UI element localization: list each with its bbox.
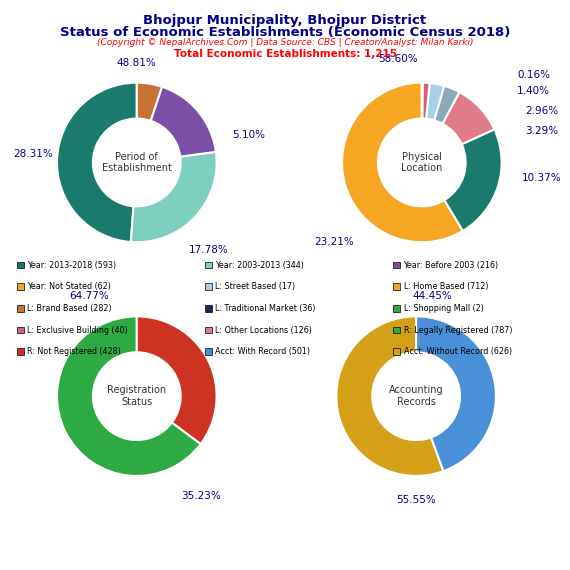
Text: 1.40%: 1.40% <box>517 86 550 96</box>
Wedge shape <box>416 316 496 471</box>
Text: Physical
Location: Physical Location <box>401 152 442 173</box>
Wedge shape <box>336 316 443 476</box>
Text: L: Home Based (712): L: Home Based (712) <box>404 282 488 291</box>
Text: 64.77%: 64.77% <box>69 291 109 302</box>
Text: 58.60%: 58.60% <box>378 54 418 64</box>
Text: 3.29%: 3.29% <box>525 125 558 136</box>
Text: 35.23%: 35.23% <box>181 491 221 501</box>
Text: Year: Not Stated (62): Year: Not Stated (62) <box>27 282 111 291</box>
Text: Accounting
Records: Accounting Records <box>389 385 443 407</box>
Wedge shape <box>342 83 463 242</box>
Text: Registration
Status: Registration Status <box>107 385 166 407</box>
Text: Period of
Establishment: Period of Establishment <box>102 152 172 173</box>
Wedge shape <box>442 92 494 144</box>
Text: 48.81%: 48.81% <box>117 58 157 68</box>
Text: 17.78%: 17.78% <box>189 245 229 255</box>
Text: 10.37%: 10.37% <box>522 173 561 184</box>
Text: Status of Economic Establishments (Economic Census 2018): Status of Economic Establishments (Econo… <box>60 26 510 39</box>
Text: (Copyright © NepalArchives.Com | Data Source: CBS | Creator/Analyst: Milan Karki: (Copyright © NepalArchives.Com | Data So… <box>97 38 473 47</box>
Wedge shape <box>57 83 137 242</box>
Wedge shape <box>434 86 459 124</box>
Text: Acct: Without Record (626): Acct: Without Record (626) <box>404 347 512 356</box>
Text: L: Traditional Market (36): L: Traditional Market (36) <box>215 304 316 313</box>
Text: R: Legally Registered (787): R: Legally Registered (787) <box>404 325 512 335</box>
Text: Bhojpur Municipality, Bhojpur District: Bhojpur Municipality, Bhojpur District <box>144 14 426 27</box>
Text: L: Shopping Mall (2): L: Shopping Mall (2) <box>404 304 483 313</box>
Text: L: Exclusive Building (40): L: Exclusive Building (40) <box>27 325 128 335</box>
Text: 28.31%: 28.31% <box>13 149 53 160</box>
Text: 44.45%: 44.45% <box>412 291 452 302</box>
Wedge shape <box>422 83 430 119</box>
Text: 23.21%: 23.21% <box>314 237 354 247</box>
Text: 2.96%: 2.96% <box>525 105 558 116</box>
Text: R: Not Registered (428): R: Not Registered (428) <box>27 347 121 356</box>
Text: 55.55%: 55.55% <box>396 495 436 505</box>
Text: L: Street Based (17): L: Street Based (17) <box>215 282 296 291</box>
Wedge shape <box>150 87 216 157</box>
Text: L: Brand Based (282): L: Brand Based (282) <box>27 304 112 313</box>
Wedge shape <box>57 316 201 476</box>
Text: 5.10%: 5.10% <box>232 129 265 140</box>
Text: Year: Before 2003 (216): Year: Before 2003 (216) <box>404 260 499 270</box>
Text: L: Other Locations (126): L: Other Locations (126) <box>215 325 312 335</box>
Wedge shape <box>137 316 217 444</box>
Text: Year: 2003-2013 (344): Year: 2003-2013 (344) <box>215 260 304 270</box>
Wedge shape <box>137 83 162 121</box>
Wedge shape <box>445 129 502 231</box>
Wedge shape <box>426 83 444 120</box>
Text: 0.16%: 0.16% <box>517 70 550 80</box>
Wedge shape <box>131 152 217 242</box>
Text: Total Economic Establishments: 1,215: Total Economic Establishments: 1,215 <box>173 49 397 59</box>
Text: Acct: With Record (501): Acct: With Record (501) <box>215 347 311 356</box>
Text: Year: 2013-2018 (593): Year: 2013-2018 (593) <box>27 260 116 270</box>
